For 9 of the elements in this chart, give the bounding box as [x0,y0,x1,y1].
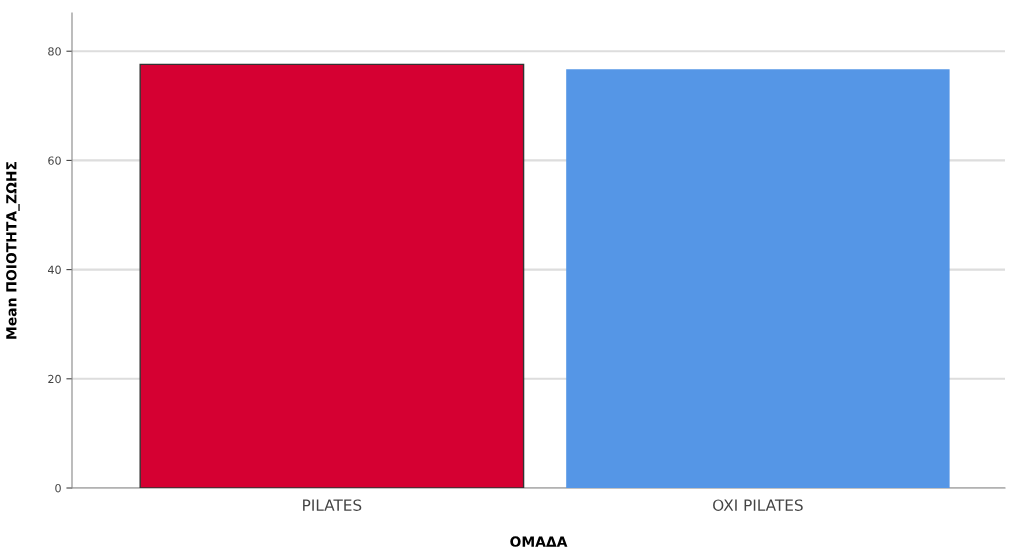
y-tick-label: 80 [48,47,61,56]
x-tick-label: OXI PILATES [713,499,803,511]
y-tick-label: 0 [55,483,61,493]
x-tick-label: PILATES [303,499,362,511]
y-tick-label: 60 [48,156,61,165]
y-tick-label: 20 [48,374,61,384]
y-axis-title: Mean ΠΟΙΟΤΗΤΑ_ΖΩΗΣ [6,162,20,339]
y-tick-label: 40 [47,265,61,274]
x-axis-title: ΟΜΑΔΑ [510,536,568,547]
